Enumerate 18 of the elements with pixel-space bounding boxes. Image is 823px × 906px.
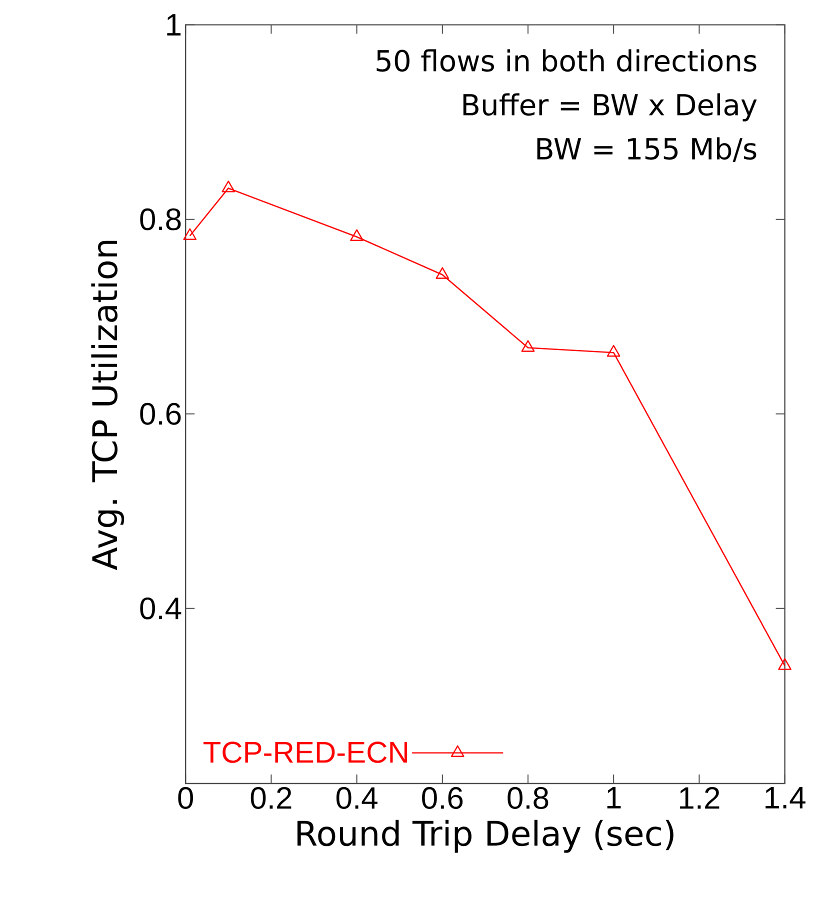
x-tick-label: 0.4 (336, 787, 378, 809)
annotation: Buffer = BW x Delay (463, 93, 757, 122)
y-tick-label: 1 (167, 14, 181, 36)
x-tick-label: 0 (178, 787, 194, 809)
legend-label: TCP-RED-ECN (203, 742, 407, 763)
y-tick-label: 0.8 (140, 208, 181, 230)
annotation: 50 flows in both directions (376, 49, 756, 72)
x-tick-label: 1 (607, 787, 621, 808)
x-tick-label: 0.2 (250, 787, 292, 809)
x-tick-label: 0.6 (422, 787, 463, 809)
y-tick-label: 0.4 (140, 597, 182, 620)
y-tick-label: 0.6 (140, 402, 181, 425)
annotation: BW = 155 Mb/s (537, 137, 756, 162)
y-axis-title: Avg. TCP Utilization (91, 240, 124, 570)
x-tick-label: 0.8 (508, 787, 548, 809)
x-tick-label: 1.2 (680, 787, 720, 809)
x-axis-title: Round Trip Delay (sec) (297, 820, 674, 853)
x-tick-label: 1.4 (766, 787, 806, 808)
